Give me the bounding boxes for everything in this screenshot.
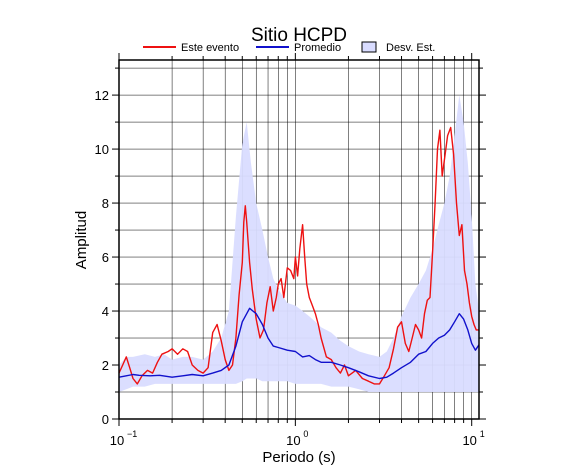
chart-title: Sitio HCPD <box>251 25 347 46</box>
std-band-layer <box>119 95 479 392</box>
y-axis-label: Amplitud <box>73 211 90 269</box>
std-band <box>119 95 479 392</box>
legend-swatch <box>361 41 377 53</box>
x-tick-exponent: 1 <box>480 429 485 439</box>
y-tick-labels: 0 2 4 6 8 10 12 <box>95 88 109 427</box>
y-tick-label: 6 <box>102 250 109 265</box>
plot-frame <box>118 59 480 420</box>
series-line-promedio <box>118 307 480 380</box>
x-axis-label: Periodo (s) <box>262 449 335 466</box>
legend-label: Promedio <box>294 42 341 54</box>
y-tick-label: 0 <box>102 412 109 427</box>
x-tick-labels: 10 −1 10 0 10 1 <box>110 429 485 448</box>
x-tick-label: 10 <box>462 433 476 448</box>
legend-label: Desv. Est. <box>386 42 435 54</box>
axes <box>112 53 486 426</box>
x-tick-label: 10 <box>110 433 124 448</box>
y-tick-label: 8 <box>102 196 109 211</box>
series-line-este-evento <box>118 126 479 385</box>
x-tick-exponent: 0 <box>303 429 308 439</box>
y-tick-label: 2 <box>102 358 109 373</box>
legend-label: Este evento <box>181 42 239 54</box>
y-tick-label: 12 <box>95 88 109 103</box>
y-tick-label: 4 <box>102 304 109 319</box>
chart-legend: Este evento Promedio Desv. Est. <box>143 41 435 54</box>
series-layer <box>118 126 480 385</box>
x-tick-label: 10 <box>286 433 300 448</box>
x-tick-exponent: −1 <box>127 429 137 439</box>
y-tick-label: 10 <box>95 142 109 157</box>
